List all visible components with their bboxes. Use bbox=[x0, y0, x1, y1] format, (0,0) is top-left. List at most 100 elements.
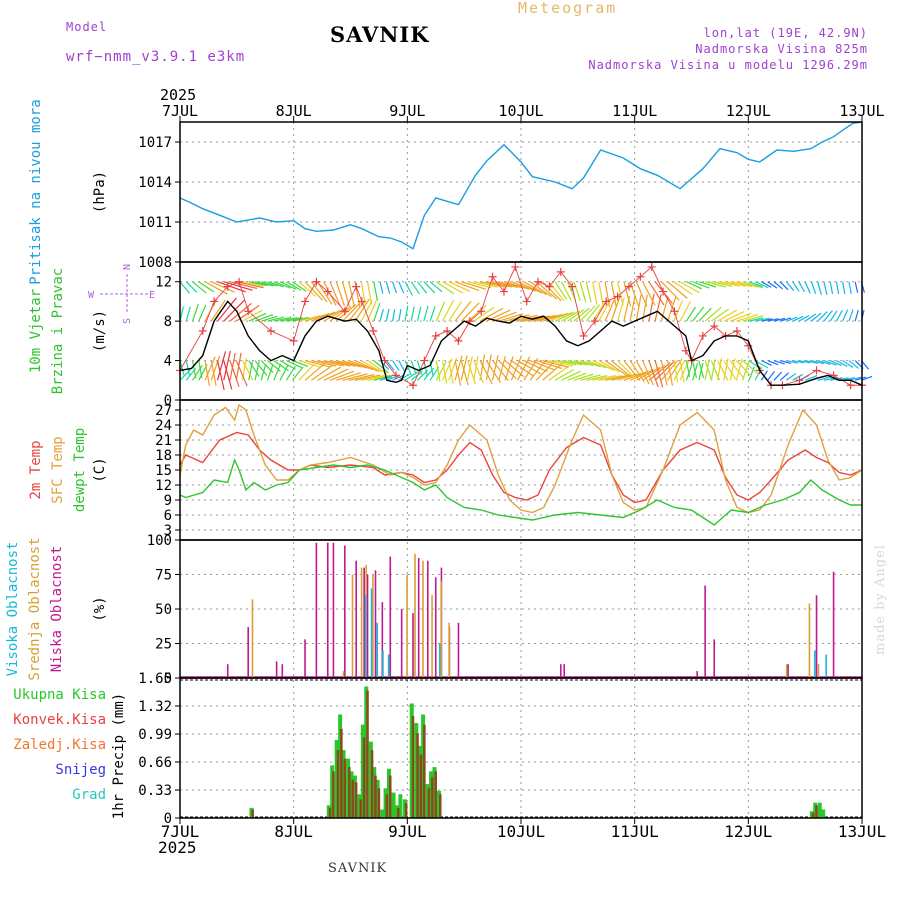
wind-barb bbox=[723, 311, 745, 322]
wind-barb bbox=[848, 281, 852, 295]
wind-barb bbox=[773, 371, 783, 381]
wind-barb bbox=[792, 359, 805, 364]
wind-barb bbox=[561, 370, 581, 381]
wind-barb bbox=[292, 281, 307, 292]
wind-barb bbox=[298, 359, 321, 368]
wind-barb bbox=[379, 309, 384, 322]
wind-barb bbox=[523, 281, 547, 296]
wind-barb bbox=[435, 361, 447, 381]
precip-bar-total bbox=[817, 802, 822, 818]
precip-bar-convective bbox=[374, 775, 377, 818]
wind-barb bbox=[617, 297, 625, 322]
cloud-cover-side-label-visoka-oblacnost: Visoka Oblacnost bbox=[5, 542, 21, 677]
wind-barb bbox=[410, 306, 415, 322]
x-label-top-10jul: 10JUL bbox=[498, 102, 543, 120]
precipitation-legend-konvek-kisa: Konvek.Kisa bbox=[13, 712, 106, 728]
wind-barb bbox=[554, 311, 575, 322]
wind-barb bbox=[748, 281, 763, 288]
wind-barb bbox=[410, 281, 420, 295]
precip-bar-convective bbox=[411, 716, 415, 818]
precipitation-y-tick-label: 1.65 bbox=[138, 671, 172, 687]
wind-barb bbox=[298, 363, 315, 381]
temperature-side-label-dewpt-temp: dewpt Temp bbox=[72, 428, 88, 512]
wind-barb bbox=[729, 360, 745, 379]
wind-barb bbox=[792, 281, 800, 292]
x-label-bottom-11jul: 11JUL bbox=[611, 822, 659, 841]
wind-barb bbox=[761, 318, 773, 322]
wind-barb bbox=[567, 359, 588, 366]
precip-bar-convective bbox=[423, 724, 426, 818]
temperature-y-tick-label: 6 bbox=[164, 508, 172, 524]
wind-barb bbox=[667, 360, 674, 386]
cloud-cover-ylabel: (%) bbox=[92, 596, 108, 621]
wind-barb bbox=[610, 296, 621, 322]
wind-barb bbox=[185, 281, 198, 293]
wind-barb bbox=[442, 281, 464, 294]
precipitation-frame bbox=[179, 677, 863, 819]
year-label-bottom: 2025 bbox=[158, 838, 197, 857]
wind-barb bbox=[248, 312, 267, 322]
wind-barb bbox=[335, 281, 345, 307]
model-name: wrf−nmm_v3.9.1 e3km bbox=[66, 49, 246, 65]
footer-station: SAVNIK bbox=[328, 861, 388, 876]
temperature-y-tick-label: 21 bbox=[155, 433, 172, 449]
wind-barb bbox=[692, 360, 698, 379]
precipitation-y-tick-label: 0.66 bbox=[138, 755, 172, 771]
precip-bar-convective bbox=[348, 767, 351, 818]
wind-barb bbox=[485, 360, 502, 383]
wind-barb bbox=[648, 281, 665, 306]
wind-barb bbox=[417, 281, 428, 294]
compass-west: W bbox=[88, 290, 95, 301]
wind-barb bbox=[673, 281, 693, 295]
wind-barb bbox=[323, 307, 348, 322]
pressure-line-pritisak-na-nivou-mora bbox=[179, 121, 863, 250]
wind-barb bbox=[629, 360, 645, 383]
wind-barb bbox=[667, 296, 677, 322]
precip-bar-convective bbox=[385, 794, 389, 818]
wind-barb bbox=[835, 309, 843, 322]
wind-barb bbox=[780, 359, 792, 365]
precip-bar-convective bbox=[396, 807, 400, 818]
precip-bar-convective bbox=[389, 775, 392, 818]
wind-barb bbox=[660, 281, 680, 301]
precip-bar-convective bbox=[416, 733, 419, 818]
wind-barb bbox=[498, 281, 524, 289]
wind-barb bbox=[773, 317, 786, 322]
precipitation-legend-snijeg: Snijeg bbox=[55, 762, 106, 778]
wind-barb bbox=[660, 296, 669, 322]
wind-barb bbox=[529, 314, 556, 322]
wind-barb bbox=[748, 366, 755, 381]
wind-barb bbox=[373, 281, 378, 301]
wind-barb bbox=[304, 312, 330, 322]
cloud-cover-y-tick-label: 50 bbox=[155, 602, 172, 618]
wind-barb bbox=[461, 281, 486, 290]
cloud-cover-y-tick-label: 75 bbox=[155, 568, 172, 584]
wind-barb bbox=[435, 360, 441, 382]
wind-barb bbox=[648, 362, 671, 381]
wind-barb bbox=[354, 298, 370, 322]
wind-barb bbox=[286, 360, 302, 369]
precip-bar-convective bbox=[332, 771, 335, 818]
wind-barb bbox=[517, 281, 543, 294]
wind-barb bbox=[273, 316, 292, 322]
wind-barb bbox=[805, 359, 818, 364]
wind-barb bbox=[685, 306, 696, 322]
wind-barb bbox=[604, 360, 627, 376]
wind-barb bbox=[360, 300, 373, 322]
wind-barb bbox=[210, 360, 217, 386]
temperature-side-label-sfc-temp: SFC Temp bbox=[50, 436, 66, 503]
wind-barb bbox=[748, 317, 764, 322]
wind-barb bbox=[273, 363, 282, 381]
wind-barb bbox=[204, 281, 228, 295]
wind-y-tick-label: 4 bbox=[164, 354, 172, 370]
wind-barb bbox=[379, 281, 384, 294]
wind-barb bbox=[786, 359, 798, 364]
wind-barb bbox=[598, 281, 604, 305]
wind-barb bbox=[292, 360, 309, 368]
wind-barb bbox=[366, 299, 378, 322]
wind-barb bbox=[829, 360, 842, 367]
wind-barb bbox=[730, 281, 753, 288]
wind-barb bbox=[435, 281, 455, 295]
wind-barb bbox=[542, 359, 569, 368]
wind-barb bbox=[717, 360, 729, 381]
